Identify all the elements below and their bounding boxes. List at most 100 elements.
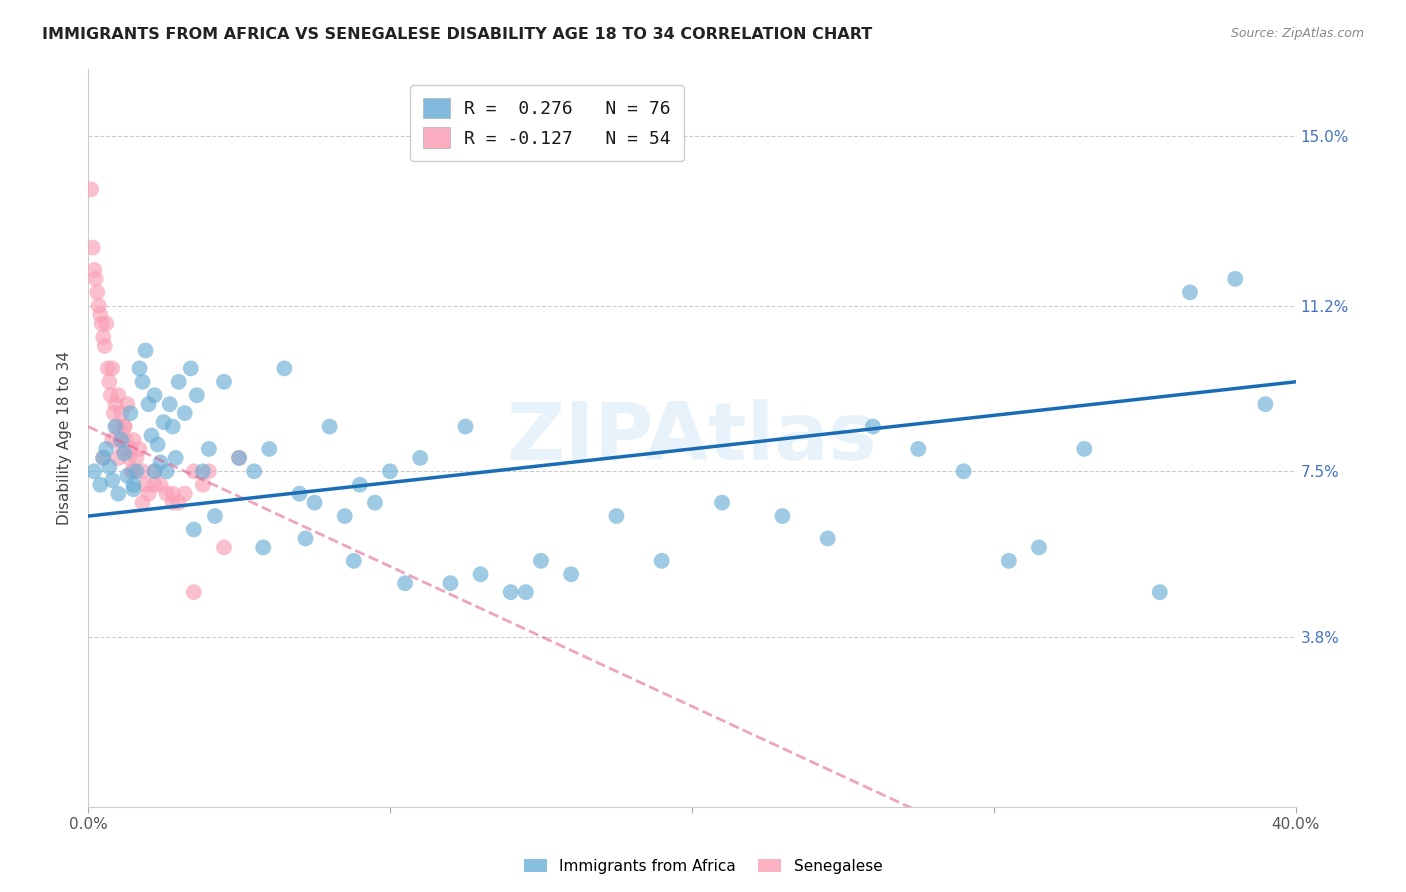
Point bbox=[304, 496, 326, 510]
Point bbox=[530, 554, 553, 568]
Point bbox=[173, 406, 195, 420]
Point bbox=[138, 486, 160, 500]
Point bbox=[162, 496, 184, 510]
Point bbox=[1028, 541, 1050, 555]
Text: ZIPAtlas: ZIPAtlas bbox=[506, 399, 877, 476]
Point bbox=[907, 442, 929, 456]
Point bbox=[141, 428, 163, 442]
Point bbox=[499, 585, 522, 599]
Text: Source: ZipAtlas.com: Source: ZipAtlas.com bbox=[1230, 27, 1364, 40]
Point bbox=[1225, 272, 1247, 286]
Point bbox=[111, 442, 134, 456]
Point bbox=[107, 388, 129, 402]
Point bbox=[454, 419, 477, 434]
Point bbox=[128, 361, 150, 376]
Point bbox=[1178, 285, 1201, 300]
Point bbox=[1073, 442, 1095, 456]
Point bbox=[1149, 585, 1171, 599]
Point bbox=[100, 388, 122, 402]
Point bbox=[82, 241, 104, 255]
Point bbox=[117, 397, 139, 411]
Y-axis label: Disability Age 18 to 34: Disability Age 18 to 34 bbox=[58, 351, 72, 524]
Point bbox=[104, 419, 127, 434]
Point bbox=[173, 486, 195, 500]
Point bbox=[90, 317, 112, 331]
Point bbox=[318, 419, 340, 434]
Point bbox=[212, 375, 235, 389]
Point bbox=[98, 459, 121, 474]
Point bbox=[101, 473, 124, 487]
Point bbox=[952, 464, 974, 478]
Point bbox=[198, 442, 221, 456]
Point bbox=[212, 541, 235, 555]
Point bbox=[228, 450, 250, 465]
Point bbox=[259, 442, 281, 456]
Point bbox=[817, 532, 839, 546]
Point bbox=[439, 576, 461, 591]
Point bbox=[120, 442, 142, 456]
Point bbox=[89, 477, 111, 491]
Point bbox=[97, 361, 120, 376]
Point bbox=[83, 263, 105, 277]
Point bbox=[125, 464, 148, 478]
Point bbox=[159, 397, 181, 411]
Point bbox=[84, 272, 107, 286]
Legend: R =  0.276   N = 76, R = -0.127   N = 54: R = 0.276 N = 76, R = -0.127 N = 54 bbox=[411, 85, 683, 161]
Point bbox=[131, 375, 153, 389]
Point bbox=[156, 486, 179, 500]
Point bbox=[80, 182, 103, 196]
Point bbox=[180, 361, 202, 376]
Point bbox=[343, 554, 366, 568]
Point bbox=[204, 509, 226, 524]
Point bbox=[998, 554, 1021, 568]
Point bbox=[105, 419, 128, 434]
Point bbox=[605, 509, 627, 524]
Point bbox=[162, 486, 184, 500]
Point bbox=[394, 576, 416, 591]
Point bbox=[143, 464, 166, 478]
Point bbox=[862, 419, 884, 434]
Point bbox=[101, 361, 124, 376]
Point bbox=[152, 415, 174, 429]
Point bbox=[108, 433, 131, 447]
Point bbox=[333, 509, 356, 524]
Point bbox=[156, 464, 179, 478]
Point bbox=[349, 477, 371, 491]
Point bbox=[183, 585, 205, 599]
Point bbox=[117, 468, 139, 483]
Point bbox=[122, 482, 145, 496]
Point bbox=[165, 450, 187, 465]
Point bbox=[98, 375, 121, 389]
Point bbox=[112, 419, 135, 434]
Point bbox=[104, 397, 127, 411]
Point bbox=[103, 406, 125, 420]
Point bbox=[110, 406, 132, 420]
Point bbox=[96, 442, 118, 456]
Point bbox=[770, 509, 793, 524]
Point bbox=[89, 308, 111, 322]
Point bbox=[122, 477, 145, 491]
Point bbox=[143, 477, 166, 491]
Point bbox=[138, 397, 160, 411]
Point bbox=[134, 477, 156, 491]
Point bbox=[87, 299, 110, 313]
Point bbox=[115, 433, 138, 447]
Point bbox=[470, 567, 492, 582]
Point bbox=[378, 464, 401, 478]
Point bbox=[167, 496, 190, 510]
Point bbox=[94, 339, 117, 353]
Point bbox=[167, 375, 190, 389]
Point bbox=[364, 496, 387, 510]
Point bbox=[122, 464, 145, 478]
Point bbox=[107, 450, 129, 465]
Point bbox=[101, 433, 124, 447]
Point bbox=[143, 388, 166, 402]
Point bbox=[186, 388, 208, 402]
Point bbox=[651, 554, 673, 568]
Point bbox=[162, 419, 184, 434]
Text: IMMIGRANTS FROM AFRICA VS SENEGALESE DISABILITY AGE 18 TO 34 CORRELATION CHART: IMMIGRANTS FROM AFRICA VS SENEGALESE DIS… bbox=[42, 27, 873, 42]
Point bbox=[146, 437, 169, 451]
Point bbox=[134, 343, 156, 358]
Point bbox=[198, 464, 221, 478]
Point bbox=[122, 433, 145, 447]
